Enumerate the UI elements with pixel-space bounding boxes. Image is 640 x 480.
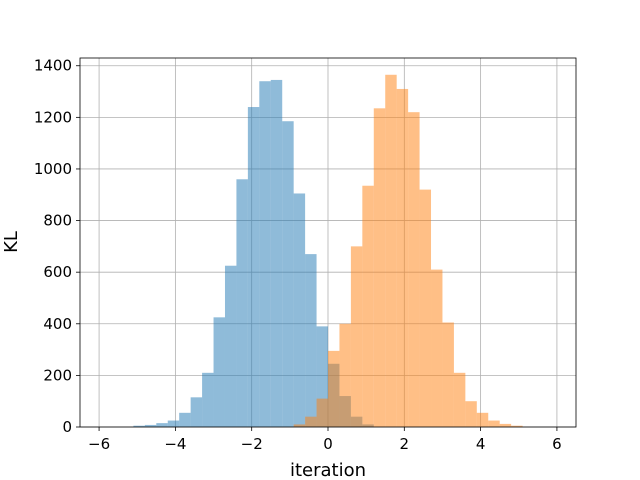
histogram-bar-series-1 bbox=[202, 372, 214, 427]
histogram-bar-series-2 bbox=[465, 401, 477, 427]
histogram-bar-series-1 bbox=[259, 81, 271, 427]
histogram-bar-series-2 bbox=[419, 189, 432, 427]
histogram-bar-series-2 bbox=[396, 88, 409, 428]
y-tick-label: 600 bbox=[43, 263, 72, 281]
y-tick-label: 800 bbox=[43, 212, 72, 230]
histogram-bar-series-2 bbox=[511, 425, 523, 427]
histogram-bar-series-1 bbox=[236, 179, 248, 427]
histogram-bar-series-2 bbox=[373, 108, 386, 428]
histogram-bar-series-2 bbox=[453, 372, 466, 427]
histogram-bar-series-1 bbox=[179, 412, 191, 427]
histogram-bar-series-2 bbox=[488, 420, 500, 427]
histogram-bar-series-2 bbox=[362, 185, 374, 427]
histogram-bar-series-2 bbox=[442, 322, 454, 427]
x-axis-ticks: −6 −4 −2 0 2 4 6 bbox=[88, 427, 562, 453]
y-tick-label: 1000 bbox=[34, 160, 72, 178]
x-tick-label: 4 bbox=[476, 435, 486, 453]
histogram-bar-series-2 bbox=[408, 112, 420, 427]
histogram-bar-series-2 bbox=[339, 323, 351, 427]
x-axis-label: iteration bbox=[290, 460, 366, 480]
histogram-bar-series-1 bbox=[224, 265, 237, 427]
y-axis-label: KL bbox=[1, 231, 22, 253]
histogram-bar-series-1 bbox=[270, 79, 283, 427]
histogram-bar-series-2 bbox=[499, 423, 512, 427]
histogram-bar-series-1 bbox=[293, 193, 306, 427]
histogram-bar-series-1 bbox=[282, 121, 294, 428]
y-tick-label: 1200 bbox=[34, 108, 72, 126]
y-tick-label: 200 bbox=[43, 366, 72, 384]
x-tick-label: 0 bbox=[323, 435, 333, 453]
x-tick-label: −4 bbox=[164, 435, 186, 453]
y-axis-ticks: 0 200 400 600 800 1000 1200 1400 bbox=[34, 57, 80, 436]
histogram-bar-series-1 bbox=[156, 423, 168, 427]
histogram-bar-series-1 bbox=[190, 397, 203, 427]
x-tick-label: −2 bbox=[241, 435, 263, 453]
histogram-bar-series-2 bbox=[476, 412, 489, 427]
x-tick-label: 2 bbox=[400, 435, 410, 453]
histogram-bar-series-1 bbox=[167, 420, 180, 427]
histogram-bar-series-2 bbox=[431, 269, 443, 427]
histogram-bar-series-1 bbox=[305, 254, 317, 427]
y-tick-label: 400 bbox=[43, 315, 72, 333]
histogram-bar-series-2 bbox=[305, 416, 317, 427]
x-tick-label: 6 bbox=[552, 435, 562, 453]
histogram-bar-series-1 bbox=[144, 424, 157, 427]
histogram-bar-series-2 bbox=[293, 424, 306, 427]
histogram-bar-series-2 bbox=[385, 74, 397, 427]
histogram-bar-series-2 bbox=[328, 350, 340, 427]
histogram-bar-series-2 bbox=[350, 246, 363, 427]
histogram-bar-series-1 bbox=[133, 425, 145, 427]
y-tick-label: 0 bbox=[62, 418, 72, 436]
histogram-bar-series-1 bbox=[316, 326, 328, 427]
x-tick-label: −6 bbox=[88, 435, 110, 453]
y-tick-label: 1400 bbox=[34, 57, 72, 75]
histogram-bar-series-1 bbox=[247, 107, 260, 428]
histogram-bar-series-1 bbox=[213, 317, 225, 427]
histogram-bar-series-2 bbox=[316, 398, 328, 427]
bars bbox=[133, 74, 523, 428]
